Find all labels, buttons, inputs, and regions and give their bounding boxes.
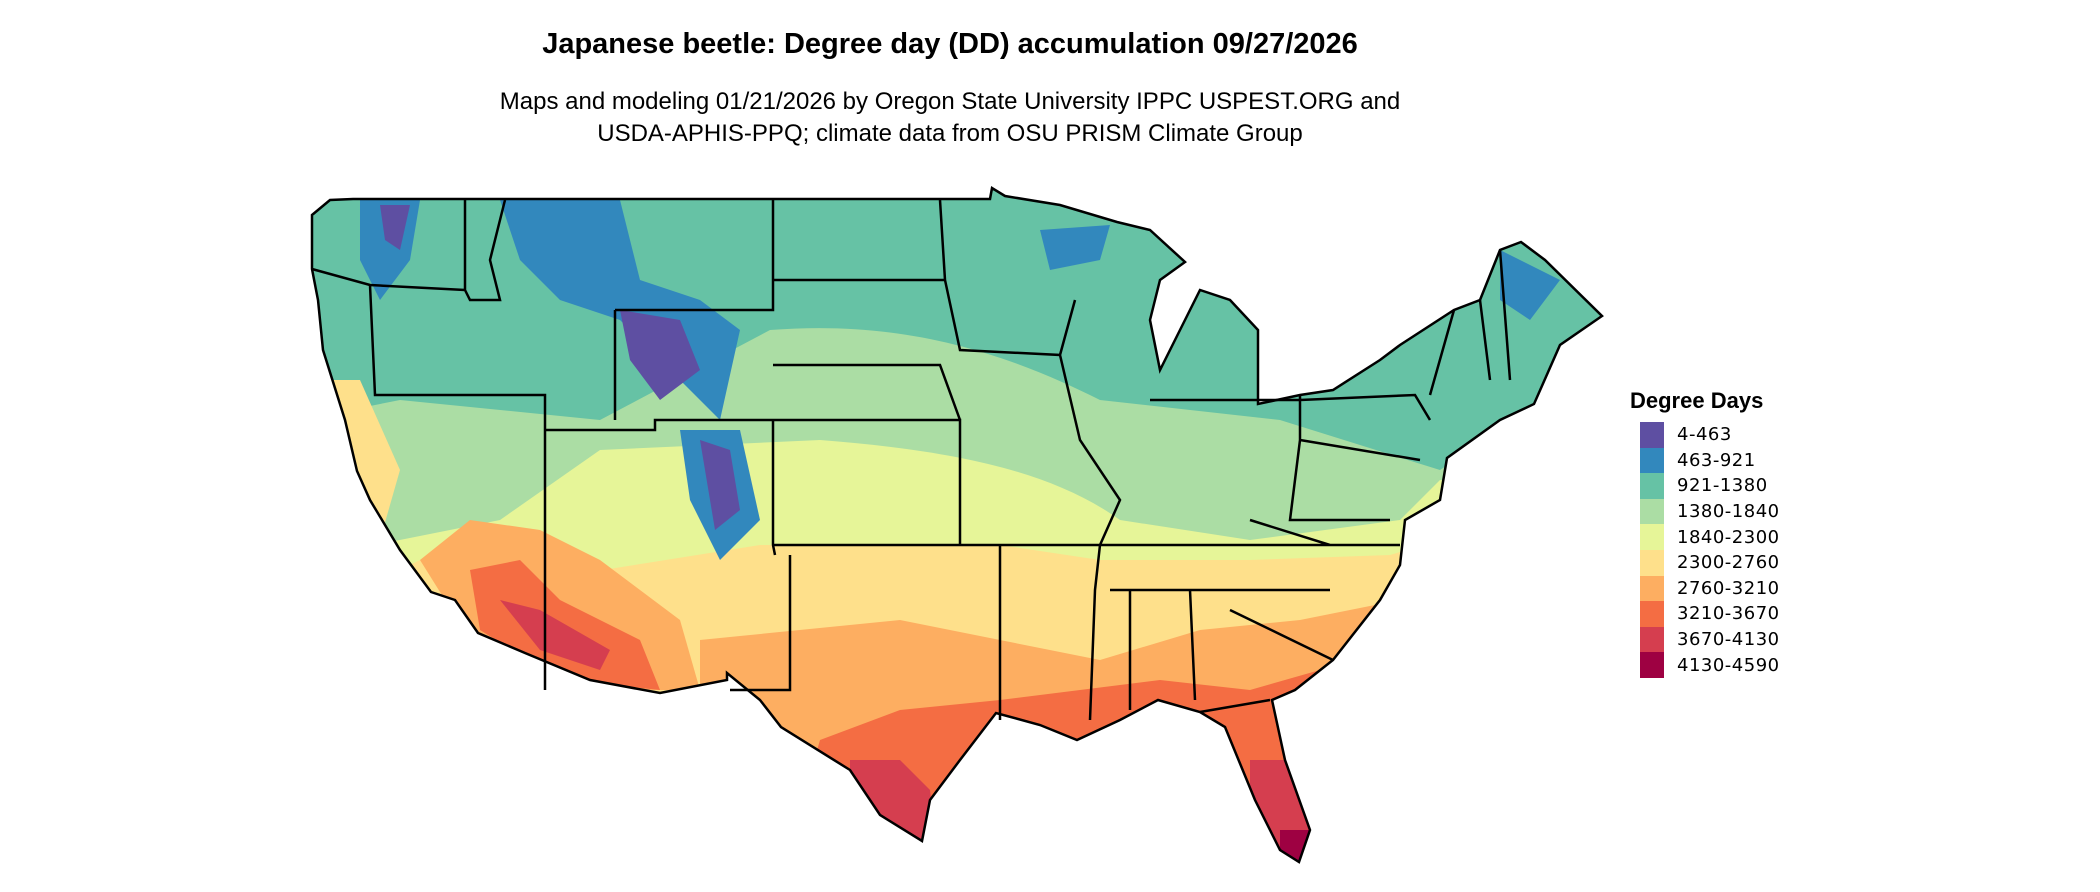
zone-4-463-colorado [700,440,740,530]
zone-463-921-northeast [1040,225,1560,320]
legend-items: 4-463 463-921 921-1380 1380-1840 1840-2300 23… [1640,422,1780,678]
zone-3670-4130 [850,760,1320,862]
zone-4-463-cascades [380,205,410,250]
legend-item: 4130-4590 [1640,652,1780,678]
subtitle-line: USDA-APHIS-PPQ; climate data from OSU PR… [597,120,1303,147]
legend-swatch [1640,549,1664,576]
legend-item: 3670-4130 [1640,626,1780,653]
subtitle-line: Maps and modeling 01/21/2026 by Oregon S… [499,88,1401,115]
legend-label: 2760-3210 [1677,577,1780,599]
legend-item: 2760-3210 [1640,575,1780,602]
map-title: Japanese beetle: Degree day (DD) accumul… [542,28,1358,60]
legend-swatch [1640,447,1664,474]
legend-label: 463-921 [1677,449,1756,471]
legend-label: 4-463 [1677,424,1732,446]
legend-label: 921-1380 [1677,475,1768,497]
legend-item: 921-1380 [1640,473,1780,499]
legend-label: 3670-4130 [1677,629,1780,651]
legend-label: 3210-3670 [1677,603,1780,625]
zone-3670-4130-southwest [500,600,610,670]
legend-label: 1840-2300 [1677,526,1780,548]
legend: Degree Days 4-463 463-921 921-1380 1380-184… [1630,388,1780,678]
zone-4-463-wyoming [620,310,700,400]
legend-item: 4-463 [1640,422,1780,448]
legend-item: 2300-2760 [1640,549,1780,576]
legend-swatch [1640,575,1664,602]
legend-label: 4130-4590 [1677,654,1780,676]
map-subtitle: Maps and modeling 01/21/2026 by Oregon S… [0,86,1900,150]
legend-swatch [1640,601,1664,627]
legend-item: 1380-1840 [1640,498,1780,525]
legend-swatch [1640,422,1664,448]
legend-swatch [1640,498,1664,525]
legend-item: 3210-3670 [1640,601,1780,627]
legend-swatch [1640,524,1664,550]
legend-label: 2300-2760 [1677,552,1780,574]
legend-swatch [1640,652,1664,678]
state-boundaries [310,186,1604,864]
legend-swatch [1640,473,1664,499]
legend-item: 463-921 [1640,447,1780,474]
legend-title: Degree Days [1630,388,1764,413]
legend-label: 1380-1840 [1677,501,1780,523]
legend-item: 1840-2300 [1640,524,1780,550]
legend-swatch [1640,626,1664,653]
